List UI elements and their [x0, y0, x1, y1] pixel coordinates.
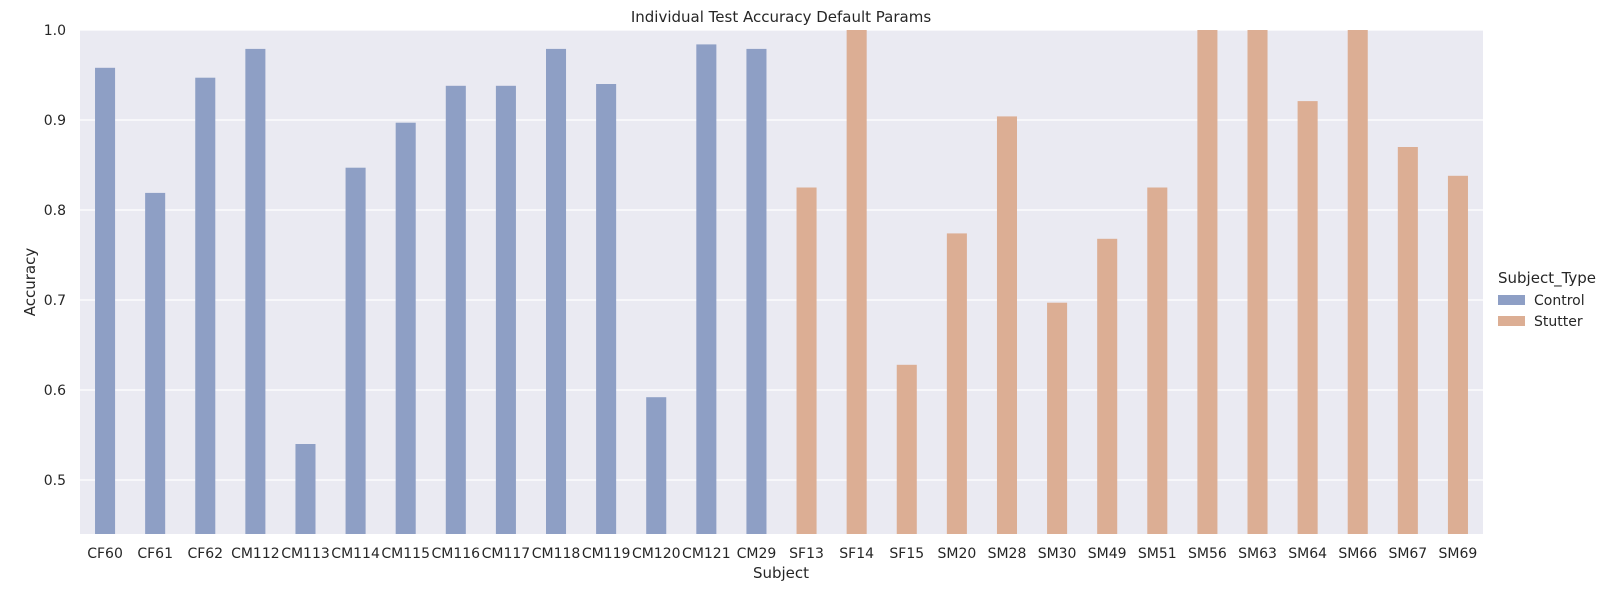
bars: [95, 30, 1468, 535]
x-tick-label: CM118: [532, 546, 581, 562]
bar-stutter-sm69: [1447, 175, 1468, 535]
x-tick-label: CM120: [632, 546, 681, 562]
bar-stutter-sm67: [1397, 147, 1418, 534]
bar-stutter-sf15: [896, 364, 917, 534]
x-tick-label: CF60: [87, 546, 123, 562]
x-tick-label: SM30: [1038, 546, 1077, 562]
y-tick-label: 0.8: [44, 203, 66, 219]
bar-control-cm115: [395, 122, 416, 534]
bar-stutter-sm56: [1197, 30, 1218, 534]
bar-stutter-sm66: [1347, 30, 1368, 534]
x-axis-ticks: CF60 CF61 CF62 CM112 CM113 CM114 CM115 CM116 CM1…: [87, 546, 1477, 562]
legend-swatch-control: [1498, 295, 1525, 305]
y-axis-ticks: 0.5 0.6 0.7 0.8 0.9 1.0: [44, 23, 66, 489]
bar-stutter-sm49: [1097, 238, 1118, 535]
x-tick-label: SM51: [1138, 546, 1177, 562]
x-tick-label: CM112: [231, 546, 280, 562]
x-tick-label: SM49: [1088, 546, 1127, 562]
x-tick-label: SM64: [1288, 546, 1327, 562]
x-tick-label: CM29: [737, 546, 777, 562]
bar-control-cm117: [495, 85, 516, 535]
x-tick-label: CM119: [582, 546, 631, 562]
x-tick-label: SM66: [1338, 546, 1377, 562]
bar-control-cf60: [95, 67, 116, 535]
bar-stutter-sf13: [796, 187, 817, 534]
bar-control-cm121: [696, 44, 717, 535]
bar-control-cm118: [545, 48, 567, 535]
bar-control-cm114: [345, 167, 366, 534]
y-tick-label: 0.9: [44, 113, 66, 129]
bar-stutter-sm64: [1297, 101, 1318, 534]
x-tick-label: CF61: [137, 546, 173, 562]
bar-control-cf61: [145, 192, 166, 534]
x-tick-label: SM28: [988, 546, 1027, 562]
x-tick-label: CM116: [432, 546, 481, 562]
y-tick-label: 1.0: [44, 23, 66, 39]
x-tick-label: SM56: [1188, 546, 1227, 562]
bar-control-cm29: [746, 48, 767, 535]
x-tick-label: CM114: [331, 546, 380, 562]
x-tick-label: CM113: [281, 546, 330, 562]
bar-stutter-sm28: [996, 116, 1018, 535]
bar-control-cm116: [445, 85, 466, 535]
legend-title: Subject_Type: [1498, 269, 1596, 288]
bar-control-cf62: [195, 77, 216, 534]
bar-control-cm120: [646, 397, 667, 534]
y-tick-label: 0.5: [44, 473, 66, 489]
x-tick-label: SF13: [789, 546, 824, 562]
x-tick-label: SM63: [1238, 546, 1277, 562]
chart-title: Individual Test Accuracy Default Params: [631, 8, 931, 26]
x-tick-label: SM69: [1439, 546, 1478, 562]
x-tick-label: CM115: [381, 546, 430, 562]
bar-control-cm112: [245, 48, 266, 535]
bar-control-cm113: [295, 444, 316, 534]
legend-label-stutter: Stutter: [1534, 314, 1583, 330]
x-tick-label: CF62: [187, 546, 223, 562]
x-tick-label: CM121: [682, 546, 731, 562]
y-axis-label: Accuracy: [21, 248, 39, 317]
bar-stutter-sm63: [1247, 30, 1268, 534]
bar-stutter-sm51: [1147, 187, 1168, 534]
bar-stutter-sf14: [846, 30, 867, 534]
bar-control-cm119: [596, 84, 617, 534]
y-tick-label: 0.7: [44, 293, 66, 309]
x-tick-label: SF15: [889, 546, 924, 562]
bar-stutter-sm20: [946, 233, 967, 534]
legend-label-control: Control: [1534, 293, 1585, 309]
x-tick-label: CM117: [482, 546, 531, 562]
legend: Subject_Type Control Stutter: [1498, 269, 1596, 330]
x-tick-label: SF14: [839, 546, 874, 562]
bar-stutter-sm30: [1047, 302, 1068, 534]
plot-area: [80, 30, 1483, 534]
x-axis-label: Subject: [753, 564, 809, 582]
legend-swatch-stutter: [1498, 316, 1525, 326]
x-tick-label: SM67: [1388, 546, 1427, 562]
x-tick-label: SM20: [937, 546, 976, 562]
y-tick-label: 0.6: [44, 383, 66, 399]
